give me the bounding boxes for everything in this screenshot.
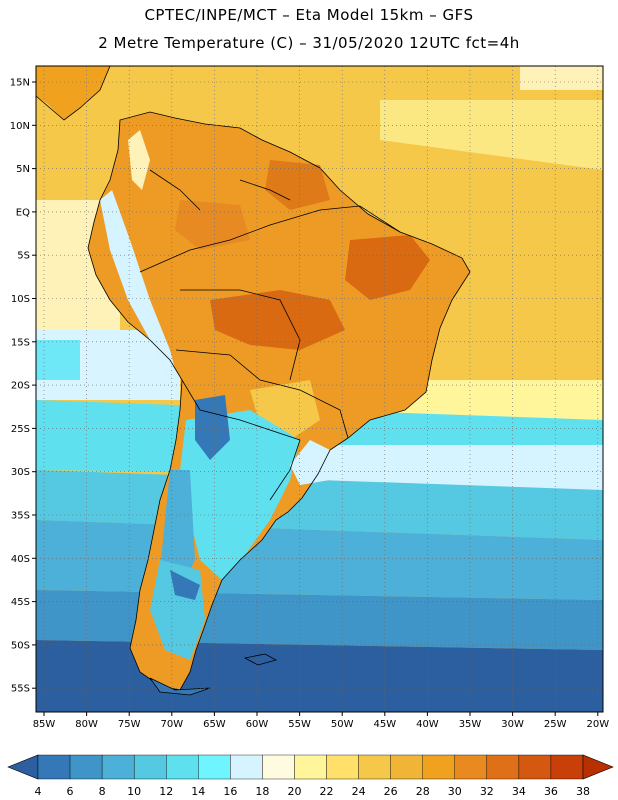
title-line-2: 2 Metre Temperature (C) – 31/05/2020 12U… — [98, 34, 520, 52]
lat-label: 55S — [11, 684, 30, 695]
colorbar-swatch — [294, 754, 327, 780]
colorbar-tick-label: 14 — [191, 785, 205, 798]
colorbar-swatch — [326, 754, 359, 780]
colorbar-swatch — [390, 754, 423, 780]
lon-label: 40W — [416, 719, 439, 730]
lat-label: 35S — [11, 511, 30, 522]
lat-label: 15S — [11, 337, 30, 348]
tierra-del-fuego — [149, 677, 211, 696]
lon-label: 50W — [331, 719, 354, 730]
colorbar-tick-label: 22 — [320, 785, 334, 798]
lon-label: 80W — [75, 719, 98, 730]
latitude-axis: 15N 10N 5N EQ 5S 10S 15S 20S 25S 30S 35S 40S 45S 50S 5… — [10, 78, 36, 695]
lon-label: 55W — [288, 719, 311, 730]
central-america-land — [36, 66, 110, 120]
falkland-islands — [243, 653, 278, 666]
lon-label: 20W — [586, 719, 609, 730]
colorbar-swatch — [101, 754, 135, 780]
longitude-axis: 85W 80W 75W 70W 65W 60W 55W 50W 45W 40W 35W 30W 25W 2… — [33, 712, 609, 730]
graticule — [36, 66, 603, 712]
colorbar-tick-label: 32 — [480, 785, 494, 798]
lon-label: 60W — [246, 719, 269, 730]
colorbar-swatch — [550, 754, 584, 780]
title-line-1: CPTEC/INPE/MCT – Eta Model 15km – GFS — [144, 6, 474, 24]
lon-label: 70W — [160, 719, 183, 730]
lon-label: 35W — [459, 719, 482, 730]
colorbar-swatch — [133, 754, 167, 780]
colorbar-tick-label: 18 — [255, 785, 269, 798]
colorbar: 4 6 8 10 12 14 16 18 20 22 24 26 28 30 32 34 36 38 — [7, 754, 614, 798]
colorbar-tick-label: 20 — [287, 785, 301, 798]
lon-label: 45W — [373, 719, 396, 730]
colorbar-swatch — [166, 754, 199, 780]
colorbar-tick-label: 34 — [512, 785, 526, 798]
lat-label: 15N — [10, 78, 30, 89]
lon-label: 65W — [203, 719, 226, 730]
lon-label: 85W — [33, 719, 56, 730]
map-frame — [35, 65, 604, 713]
colorbar-swatch — [486, 754, 520, 780]
colorbar-swatch — [454, 754, 488, 780]
colorbar-tick-label: 4 — [35, 785, 42, 798]
lat-label: 30S — [11, 467, 30, 478]
lon-label: 75W — [118, 719, 141, 730]
colorbar-tick-label: 8 — [99, 785, 106, 798]
lat-label: 5N — [16, 164, 30, 175]
colorbar-swatch — [518, 754, 552, 780]
colorbar-tick-label: 30 — [448, 785, 462, 798]
colorbar-swatch — [230, 754, 263, 780]
lat-label: 45S — [11, 597, 30, 608]
colorbar-tick-label: 24 — [352, 785, 366, 798]
lat-label: 5S — [17, 251, 30, 262]
colorbar-tick-label: 38 — [576, 785, 590, 798]
colorbar-tick-label: 26 — [384, 785, 398, 798]
colorbar-swatch — [69, 754, 103, 780]
colorbar-swatch — [358, 754, 391, 780]
colorbar-swatch — [262, 754, 295, 780]
lat-label: 40S — [11, 554, 30, 565]
lon-label: 30W — [501, 719, 524, 730]
colorbar-swatch — [37, 754, 71, 780]
colorbar-under-arrow — [7, 754, 39, 780]
colorbar-tick-label: 28 — [416, 785, 430, 798]
colorbar-tick-label: 16 — [223, 785, 237, 798]
hot-zone-central-brazil — [210, 290, 345, 350]
lat-label: 10N — [10, 121, 30, 132]
lat-label: 50S — [11, 640, 30, 651]
colorbar-swatch — [422, 754, 455, 780]
colorbar-tick-label: 10 — [127, 785, 141, 798]
lat-label: 10S — [11, 294, 30, 305]
lat-label: 20S — [11, 381, 30, 392]
colorbar-tick-label: 36 — [544, 785, 558, 798]
colorbar-tick-label: 12 — [159, 785, 173, 798]
colorbar-over-arrow — [582, 754, 614, 780]
andes-cold-strip — [100, 190, 178, 380]
colorbar-tick-label: 6 — [67, 785, 74, 798]
lat-label: 25S — [11, 424, 30, 435]
lat-label: EQ — [16, 207, 30, 218]
lon-label: 25W — [544, 719, 567, 730]
colorbar-swatch — [198, 754, 231, 780]
